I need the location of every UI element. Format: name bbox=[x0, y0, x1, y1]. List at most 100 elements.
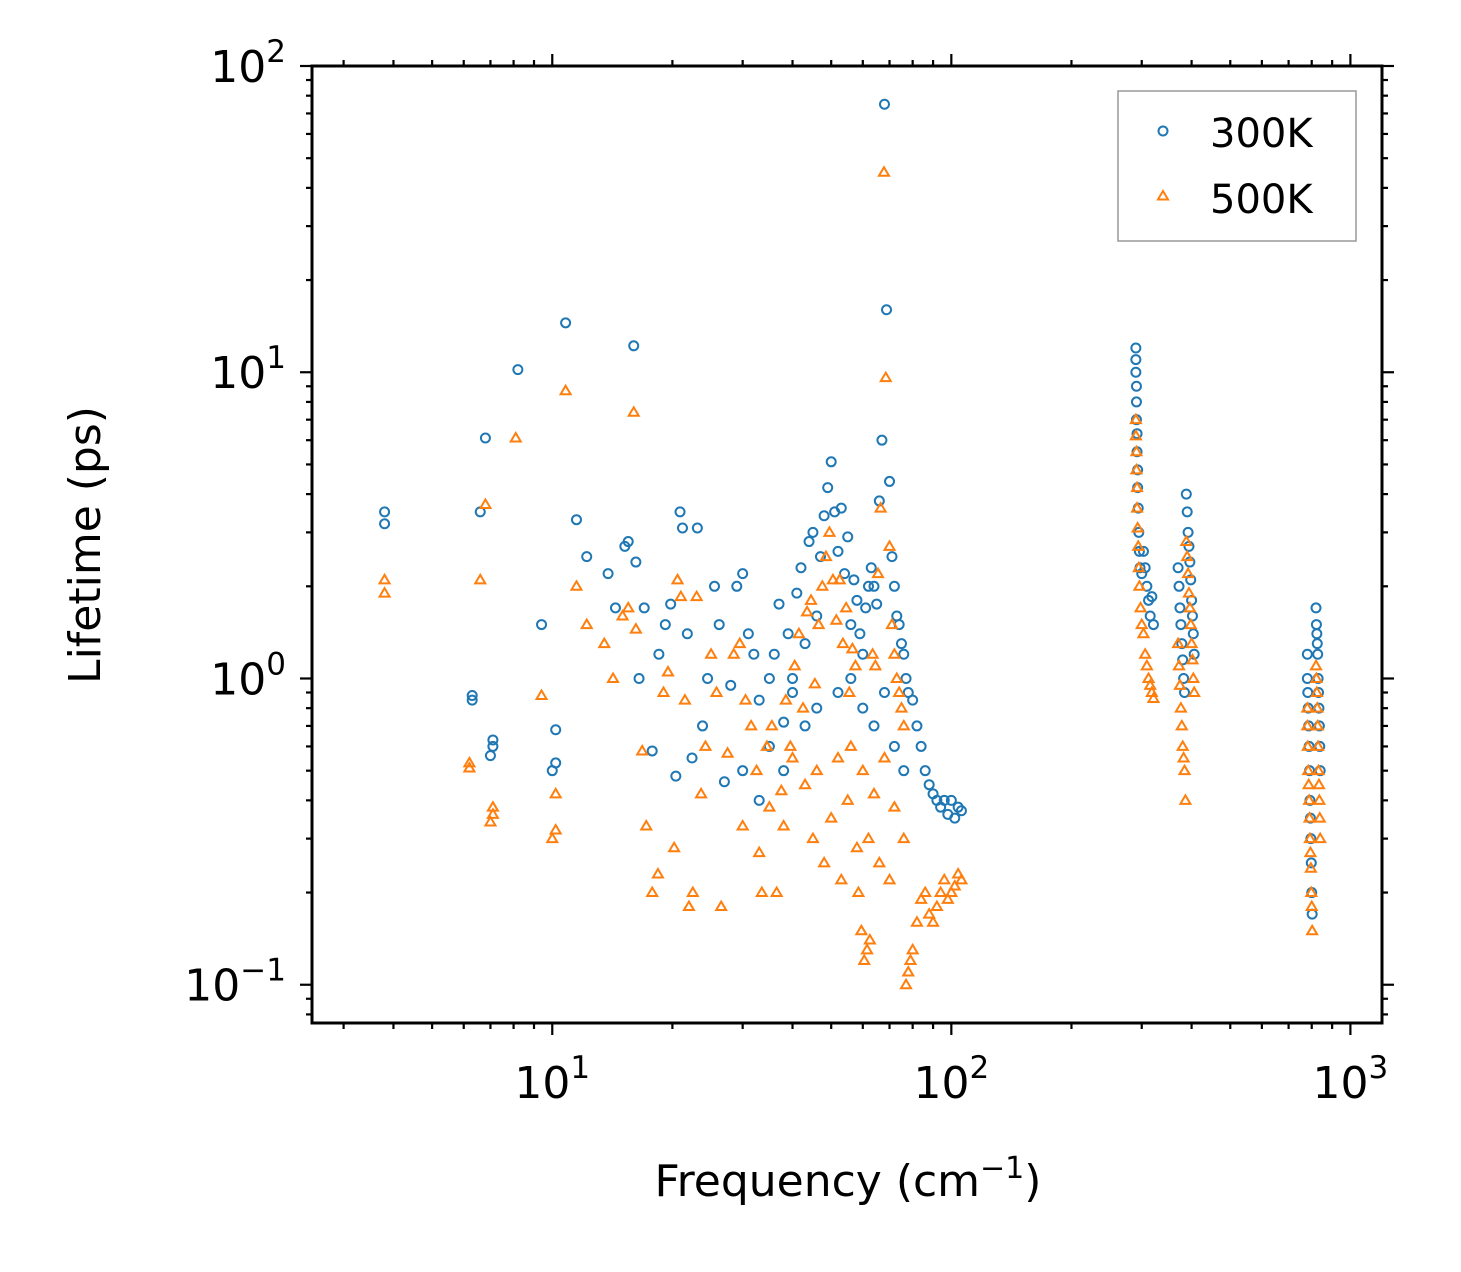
point-300K bbox=[799, 638, 811, 650]
point-300K bbox=[803, 536, 815, 548]
point-500K bbox=[885, 617, 899, 630]
point-500K bbox=[787, 658, 802, 671]
point-500K bbox=[709, 685, 724, 698]
point-500K bbox=[897, 718, 911, 731]
point-500K bbox=[626, 405, 641, 417]
point-500K bbox=[879, 370, 893, 383]
point-500K bbox=[817, 855, 831, 868]
point-500K bbox=[806, 831, 820, 844]
point-300K bbox=[778, 716, 790, 728]
point-500K bbox=[615, 609, 630, 621]
point-500K bbox=[727, 647, 741, 659]
point-500K bbox=[534, 688, 549, 700]
point-500K bbox=[951, 866, 965, 879]
point-300K bbox=[681, 628, 693, 640]
point-500K bbox=[738, 693, 753, 705]
point-300K bbox=[659, 619, 671, 631]
point-500K bbox=[1312, 777, 1326, 790]
point-500K bbox=[872, 855, 887, 868]
point-300K bbox=[919, 765, 931, 777]
point-500K bbox=[1310, 701, 1325, 713]
point-300K bbox=[898, 765, 910, 777]
point-500K bbox=[629, 622, 643, 634]
point-300K bbox=[638, 602, 650, 614]
point-500K bbox=[842, 685, 857, 698]
point-500K bbox=[1186, 671, 1201, 683]
point-300K bbox=[570, 514, 582, 526]
point-300K bbox=[923, 779, 935, 791]
legend-marker-500k bbox=[1156, 189, 1170, 201]
point-500K bbox=[714, 899, 728, 912]
point-500K bbox=[755, 885, 769, 898]
point-500K bbox=[689, 589, 704, 602]
point-500K bbox=[1134, 617, 1149, 630]
point-500K bbox=[933, 885, 948, 898]
point-300K bbox=[487, 734, 499, 746]
point-300K bbox=[1178, 672, 1190, 684]
y-axis-title: Lifetime (ps) bbox=[60, 406, 111, 684]
point-500K bbox=[854, 923, 869, 936]
point-500K bbox=[1176, 751, 1191, 763]
point-500K bbox=[829, 613, 844, 625]
point-500K bbox=[1129, 462, 1144, 475]
point-300K bbox=[895, 638, 907, 650]
point-300K bbox=[1311, 638, 1323, 650]
point-300K bbox=[379, 518, 391, 530]
point-300K bbox=[466, 689, 478, 701]
y-tick-label: 10−1 bbox=[184, 953, 286, 1012]
x-tick-label: 102 bbox=[913, 1050, 989, 1109]
point-500K bbox=[1146, 691, 1161, 704]
x-tick-label: 101 bbox=[514, 1050, 590, 1109]
point-500K bbox=[667, 840, 681, 853]
point-300K bbox=[860, 602, 872, 614]
point-300K bbox=[878, 98, 890, 110]
point-300K bbox=[550, 724, 562, 736]
point-500K bbox=[682, 899, 696, 912]
point-500K bbox=[1129, 444, 1144, 457]
point-500K bbox=[674, 589, 688, 602]
point-500K bbox=[848, 658, 863, 671]
point-300K bbox=[865, 562, 877, 574]
x-axis-title: Frequency (cm−1) bbox=[655, 1151, 1042, 1207]
point-500K bbox=[810, 763, 824, 776]
point-300K bbox=[466, 694, 478, 706]
point-500K bbox=[836, 636, 850, 649]
point-300K bbox=[753, 794, 765, 806]
point-500K bbox=[899, 977, 913, 990]
point-300K bbox=[900, 672, 912, 684]
point-500K bbox=[1310, 718, 1325, 731]
series-500K bbox=[377, 165, 1327, 990]
point-500K bbox=[822, 525, 837, 537]
point-500K bbox=[579, 617, 594, 630]
point-500K bbox=[1304, 861, 1318, 873]
point-500K bbox=[844, 739, 858, 751]
point-500K bbox=[462, 761, 477, 773]
point-300K bbox=[857, 702, 869, 714]
point-500K bbox=[819, 549, 833, 562]
point-300K bbox=[878, 687, 890, 699]
point-500K bbox=[1129, 428, 1143, 441]
point-500K bbox=[1183, 617, 1198, 630]
scatter-layer bbox=[377, 98, 1327, 990]
point-500K bbox=[1311, 763, 1326, 776]
point-500K bbox=[1304, 885, 1319, 898]
point-500K bbox=[1175, 739, 1190, 751]
point-300K bbox=[773, 598, 785, 610]
point-500K bbox=[815, 579, 830, 591]
point-500K bbox=[635, 743, 649, 756]
point-300K bbox=[718, 776, 730, 788]
point-500K bbox=[824, 811, 838, 823]
point-500K bbox=[760, 739, 774, 751]
point-500K bbox=[834, 872, 849, 885]
point-500K bbox=[922, 907, 936, 919]
point-300K bbox=[851, 594, 863, 606]
point-300K bbox=[1131, 428, 1143, 440]
point-300K bbox=[854, 628, 866, 640]
point-300K bbox=[479, 432, 491, 444]
point-300K bbox=[949, 812, 961, 824]
point-500K bbox=[1178, 793, 1193, 805]
point-500K bbox=[1177, 763, 1192, 776]
point-500K bbox=[1303, 845, 1318, 858]
point-500K bbox=[1300, 701, 1315, 713]
point-500K bbox=[1310, 685, 1324, 698]
